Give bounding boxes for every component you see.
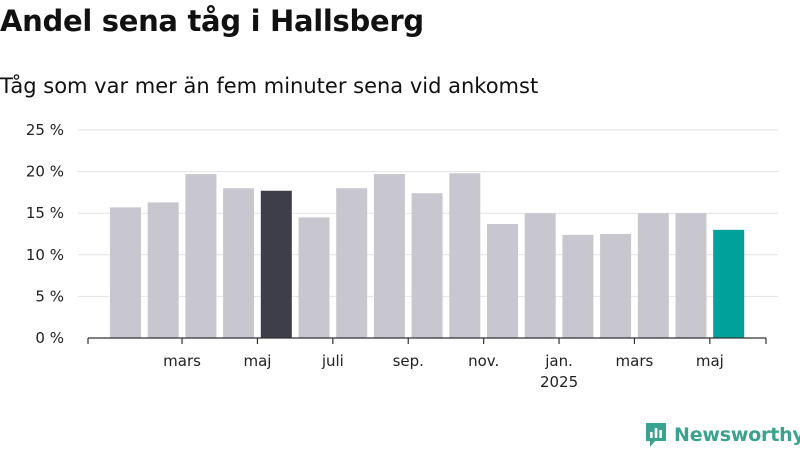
bar: [147, 202, 179, 338]
bar: [637, 213, 669, 338]
y-tick-label: 10 %: [26, 246, 64, 264]
y-tick-label: 0 %: [35, 329, 64, 347]
bar: [298, 217, 330, 338]
bar: [487, 224, 518, 338]
y-tick-label: 25 %: [26, 121, 64, 139]
bar: [449, 173, 481, 338]
x-tick-label: maj: [696, 352, 724, 370]
bar: [373, 174, 405, 338]
bar: [562, 234, 594, 338]
chart-title: Andel sena tåg i Hallsberg: [0, 4, 424, 38]
brand-name: Newsworthy: [674, 424, 800, 446]
x-tick-label: mars: [163, 352, 201, 370]
y-tick-label: 15 %: [26, 204, 64, 222]
bar: [336, 188, 368, 338]
bar: [260, 190, 292, 338]
bar: [185, 174, 217, 338]
bar: [524, 213, 556, 338]
bar: [675, 213, 707, 338]
y-tick-label: 5 %: [35, 287, 64, 305]
x-tick-label: mars: [616, 352, 654, 370]
x-tick-label: sep.: [393, 352, 424, 370]
brand-logo: Newsworthy: [644, 420, 800, 450]
x-tick-label: nov.: [468, 352, 499, 370]
x-tick-label: maj: [243, 352, 271, 370]
x-tick-label: jan.: [544, 352, 573, 370]
bar: [223, 188, 255, 338]
x-tick-label: juli: [321, 352, 344, 370]
chart-subtitle: Tåg som var mer än fem minuter sena vid …: [0, 74, 539, 98]
bar: [411, 193, 443, 338]
x-tick-label: 2025: [540, 373, 578, 391]
newsworthy-icon: [646, 423, 666, 447]
bar: [713, 229, 745, 338]
bar: [110, 207, 141, 338]
y-tick-label: 20 %: [26, 163, 64, 181]
bar: [600, 234, 632, 338]
